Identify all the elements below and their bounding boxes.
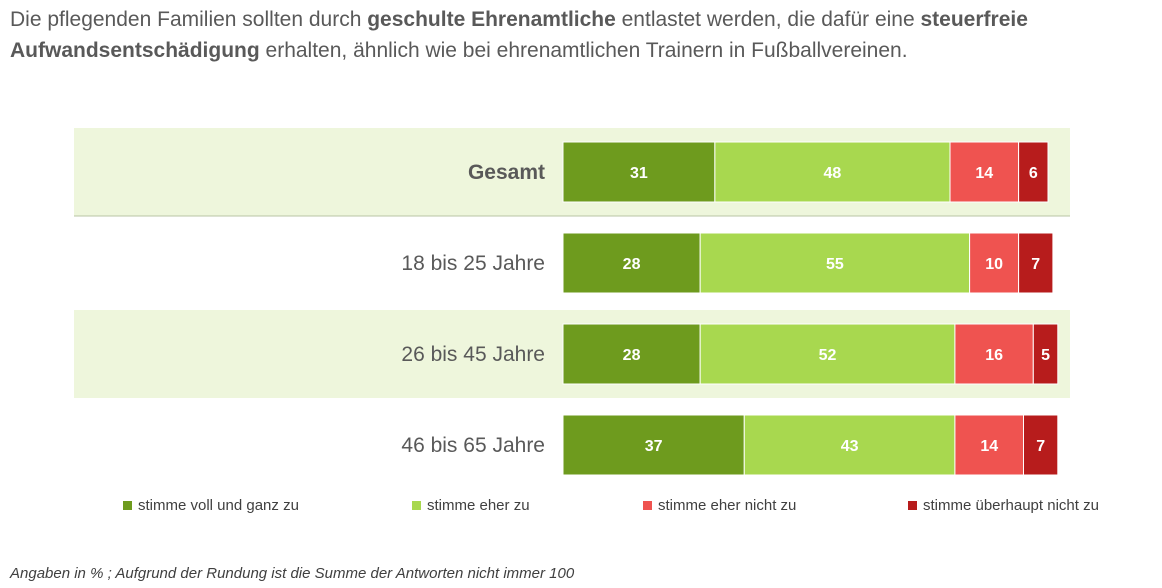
value-label-1-2: 10 [985, 256, 1003, 273]
title-part-4: erhalten, ähnlich wie bei ehrenamtlichen… [259, 39, 908, 62]
value-label-1-3: 7 [1031, 256, 1040, 273]
title-part-1: geschulte Ehrenamtliche [367, 8, 616, 31]
value-label-2-2: 16 [985, 347, 1003, 364]
category-label-2: 26 bis 45 Jahre [401, 343, 545, 366]
bar-3-1 [743, 414, 956, 476]
bar-0-0 [562, 141, 716, 203]
title-part-3: steuerfreie Aufwandsentschädigung [10, 8, 1028, 62]
legend-item-2: stimme eher nicht zu [643, 497, 796, 514]
value-label-3-3: 7 [1036, 438, 1045, 455]
value-label-3-1: 43 [841, 438, 859, 455]
legend-swatch-2 [643, 501, 652, 510]
value-label-0-0: 31 [630, 165, 648, 182]
legend-item-1: stimme eher zu [412, 497, 530, 514]
bar-2-2 [954, 323, 1034, 385]
category-label-1: 18 bis 25 Jahre [401, 252, 545, 275]
bar-2-3 [1032, 323, 1059, 385]
bar-2-0 [562, 323, 701, 385]
legend-label-2: stimme eher nicht zu [658, 497, 797, 514]
bar-0-1 [714, 141, 951, 203]
legend-swatch-1 [412, 501, 421, 510]
value-label-2-0: 28 [623, 347, 641, 364]
chart-title: Die pflegenden Familien sollten durch ge… [10, 4, 1155, 66]
bar-3-3 [1023, 414, 1059, 476]
legend-label-3: stimme überhaupt nicht zu [923, 497, 1099, 514]
bar-0-3 [1018, 141, 1049, 203]
legend-label-0: stimme voll und ganz zu [138, 497, 299, 514]
title-part-0: Die pflegenden Familien sollten durch [10, 8, 368, 31]
bar-1-2 [969, 232, 1020, 294]
legend-item-3: stimme überhaupt nicht zu [908, 497, 1099, 514]
value-label-2-1: 52 [819, 347, 837, 364]
legend-item-0: stimme voll und ganz zu [123, 497, 299, 514]
category-label-0: Gesamt [468, 161, 545, 184]
value-label-3-2: 14 [980, 438, 998, 455]
legend-label-1: stimme eher zu [427, 497, 530, 514]
legend-swatch-0 [123, 501, 132, 510]
value-label-1-0: 28 [623, 256, 641, 273]
bar-1-1 [699, 232, 971, 294]
value-label-3-0: 37 [645, 438, 663, 455]
value-label-0-3: 6 [1029, 165, 1038, 182]
bar-1-0 [562, 232, 701, 294]
legend-swatch-3 [908, 501, 917, 510]
bar-3-0 [562, 414, 745, 476]
bar-1-3 [1018, 232, 1054, 294]
value-label-1-1: 55 [826, 256, 844, 273]
footnote: Angaben in % ; Aufgrund der Rundung ist … [10, 565, 575, 582]
value-label-2-3: 5 [1041, 347, 1050, 364]
bar-0-2 [949, 141, 1020, 203]
bar-3-2 [954, 414, 1025, 476]
value-label-0-1: 48 [824, 165, 842, 182]
category-label-3: 46 bis 65 Jahre [401, 434, 545, 457]
value-label-0-2: 14 [975, 165, 993, 182]
title-part-2: entlastet werden, die dafür eine [615, 8, 921, 31]
